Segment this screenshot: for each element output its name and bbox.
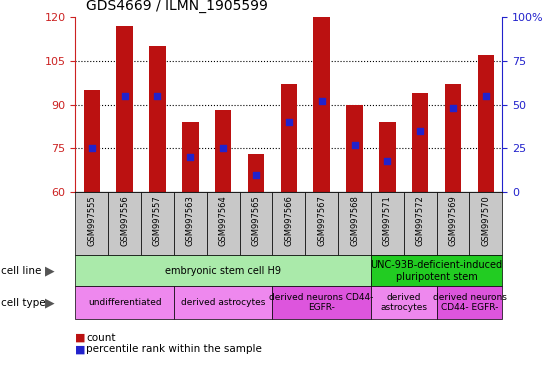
Point [87,145,96,151]
Point [383,157,391,164]
Point [449,105,458,111]
Text: ▶: ▶ [45,296,55,309]
Bar [313,17,330,192]
Text: GSM997556: GSM997556 [120,195,129,246]
Bar [445,84,461,192]
Text: GSM997555: GSM997555 [87,195,96,246]
Text: undifferentiated: undifferentiated [88,298,162,307]
Text: count: count [86,333,116,343]
Point [317,98,326,104]
Point [219,145,228,151]
Text: GDS4669 / ILMN_1905599: GDS4669 / ILMN_1905599 [86,0,268,13]
Text: GSM997564: GSM997564 [218,195,228,246]
Text: derived astrocytes: derived astrocytes [181,298,265,307]
Text: GSM997563: GSM997563 [186,195,195,246]
Point [153,93,162,99]
Text: GSM997557: GSM997557 [153,195,162,246]
Text: derived neurons CD44-
EGFR-: derived neurons CD44- EGFR- [270,293,374,313]
Bar [116,26,133,192]
Text: ■: ■ [75,344,86,354]
Point [416,128,425,134]
Text: GSM997565: GSM997565 [252,195,260,246]
Bar [84,90,100,192]
Bar [478,55,494,192]
Text: cell type: cell type [1,298,46,308]
Text: derived neurons
CD44- EGFR-: derived neurons CD44- EGFR- [432,293,506,313]
Bar [248,154,264,192]
Text: embryonic stem cell H9: embryonic stem cell H9 [165,266,281,276]
Point [120,93,129,99]
Bar [379,122,395,192]
Bar [215,111,232,192]
Text: derived
astrocytes: derived astrocytes [380,293,428,313]
Text: GSM997568: GSM997568 [350,195,359,246]
Point [482,93,490,99]
Point [284,119,293,125]
Text: ▶: ▶ [45,264,55,277]
Text: ■: ■ [75,333,86,343]
Point [252,172,260,178]
Bar [346,105,363,192]
Text: GSM997572: GSM997572 [416,195,425,246]
Text: GSM997566: GSM997566 [284,195,293,246]
Point [350,142,359,148]
Bar [182,122,199,192]
Text: percentile rank within the sample: percentile rank within the sample [86,344,262,354]
Bar [149,46,165,192]
Text: GSM997569: GSM997569 [449,195,458,246]
Text: cell line: cell line [1,266,41,276]
Point [186,154,195,160]
Bar [412,93,429,192]
Text: GSM997571: GSM997571 [383,195,392,246]
Text: UNC-93B-deficient-induced
pluripotent stem: UNC-93B-deficient-induced pluripotent st… [371,260,503,281]
Bar [281,84,297,192]
Text: GSM997570: GSM997570 [482,195,490,246]
Text: GSM997567: GSM997567 [317,195,326,246]
